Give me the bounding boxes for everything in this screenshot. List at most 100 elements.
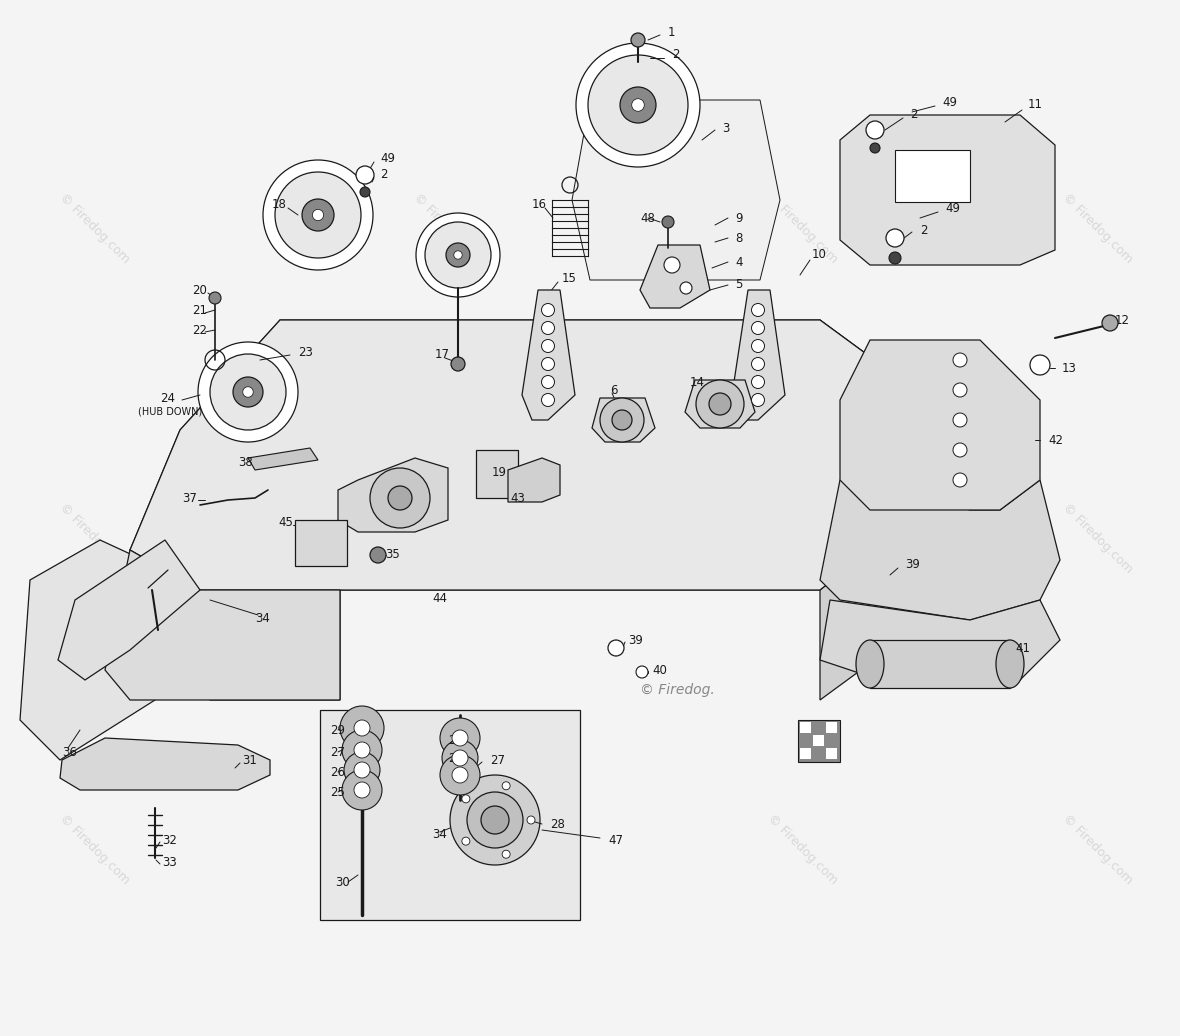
Text: 38: 38: [238, 456, 253, 468]
Circle shape: [953, 353, 966, 367]
Text: 18: 18: [273, 199, 287, 211]
Circle shape: [752, 321, 765, 335]
Circle shape: [696, 380, 745, 428]
Polygon shape: [572, 100, 780, 280]
Circle shape: [752, 394, 765, 406]
Text: © Firedog.com: © Firedog.com: [1060, 501, 1135, 576]
Circle shape: [752, 375, 765, 388]
Circle shape: [481, 806, 509, 834]
Polygon shape: [60, 738, 270, 790]
Text: 25: 25: [448, 733, 463, 747]
Text: 32: 32: [162, 834, 177, 846]
Text: 27: 27: [330, 746, 345, 758]
Text: 49: 49: [380, 151, 395, 165]
Text: © Firedog.com: © Firedog.com: [57, 501, 132, 576]
Circle shape: [953, 383, 966, 397]
Text: 49: 49: [945, 201, 961, 214]
Circle shape: [599, 398, 644, 442]
Text: 2: 2: [920, 224, 927, 236]
Circle shape: [889, 252, 902, 264]
Polygon shape: [130, 320, 970, 589]
Polygon shape: [592, 398, 655, 442]
Text: 19: 19: [492, 465, 507, 479]
Polygon shape: [105, 550, 340, 700]
Text: © Firedog.com: © Firedog.com: [411, 812, 486, 887]
Text: 20: 20: [192, 284, 206, 296]
Text: 33: 33: [162, 856, 177, 868]
Text: 29: 29: [330, 723, 345, 737]
Circle shape: [542, 394, 555, 406]
Bar: [870, 640, 1010, 688]
Bar: [826, 722, 837, 733]
Circle shape: [452, 730, 468, 746]
Circle shape: [752, 340, 765, 352]
Circle shape: [302, 199, 334, 231]
Text: 22: 22: [192, 323, 206, 337]
Polygon shape: [130, 550, 340, 700]
Text: 31: 31: [242, 753, 257, 767]
Circle shape: [371, 468, 430, 528]
Text: 21: 21: [192, 304, 206, 317]
Text: 16: 16: [532, 199, 548, 211]
Polygon shape: [337, 458, 448, 533]
Text: 4: 4: [735, 256, 742, 268]
Text: 42: 42: [1048, 433, 1063, 447]
Text: 39: 39: [905, 558, 920, 572]
Circle shape: [451, 357, 465, 371]
Circle shape: [342, 770, 382, 810]
Text: © Firedog.com: © Firedog.com: [765, 812, 840, 887]
Polygon shape: [509, 458, 560, 502]
Circle shape: [440, 718, 480, 758]
Circle shape: [608, 640, 624, 656]
Circle shape: [636, 666, 648, 678]
Text: © Firedog.com: © Firedog.com: [765, 501, 840, 576]
Circle shape: [354, 742, 371, 758]
Text: 2: 2: [671, 49, 680, 61]
Bar: [800, 722, 811, 733]
Polygon shape: [820, 430, 970, 700]
Polygon shape: [820, 480, 1060, 620]
Circle shape: [313, 209, 323, 221]
Circle shape: [232, 377, 263, 407]
Polygon shape: [130, 320, 970, 589]
Circle shape: [503, 782, 510, 789]
Text: 2: 2: [910, 109, 918, 121]
Circle shape: [542, 304, 555, 317]
Text: 28: 28: [550, 818, 565, 832]
Circle shape: [417, 213, 500, 297]
Text: 24: 24: [160, 392, 175, 404]
Text: © Firedog.com: © Firedog.com: [765, 191, 840, 265]
Circle shape: [588, 55, 688, 155]
Bar: [813, 735, 824, 746]
Circle shape: [340, 706, 384, 750]
Circle shape: [886, 229, 904, 247]
Bar: [320, 710, 581, 920]
Text: 26: 26: [330, 766, 345, 778]
Circle shape: [360, 188, 371, 197]
Bar: [800, 748, 811, 759]
Circle shape: [542, 321, 555, 335]
Circle shape: [275, 172, 361, 258]
Circle shape: [354, 762, 371, 778]
Circle shape: [631, 98, 644, 111]
Circle shape: [198, 342, 299, 442]
Circle shape: [542, 357, 555, 371]
Circle shape: [210, 354, 286, 430]
Circle shape: [612, 410, 632, 430]
Text: © Firedog.com: © Firedog.com: [57, 191, 132, 265]
Text: 41: 41: [1015, 641, 1030, 655]
Circle shape: [664, 257, 680, 274]
Circle shape: [953, 473, 966, 487]
Circle shape: [243, 386, 254, 397]
Text: 13: 13: [1062, 362, 1077, 374]
Text: 8: 8: [735, 231, 742, 244]
Circle shape: [662, 215, 674, 228]
Text: 14: 14: [690, 375, 704, 388]
Text: 2: 2: [380, 169, 387, 181]
Text: 6: 6: [610, 383, 617, 397]
Text: 49: 49: [942, 95, 957, 109]
Circle shape: [356, 166, 374, 184]
Text: 34: 34: [432, 829, 447, 841]
Text: 48: 48: [640, 211, 655, 225]
Circle shape: [752, 357, 765, 371]
